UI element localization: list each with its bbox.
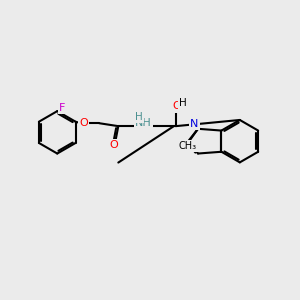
- Text: O: O: [80, 118, 88, 128]
- Text: O: O: [173, 101, 182, 111]
- Text: F: F: [59, 103, 66, 113]
- Text: CH₃: CH₃: [178, 142, 197, 152]
- Text: N: N: [190, 119, 199, 129]
- Text: O: O: [109, 140, 118, 150]
- Text: H: H: [135, 112, 143, 122]
- Text: H: H: [179, 98, 187, 108]
- Text: NH: NH: [135, 118, 152, 128]
